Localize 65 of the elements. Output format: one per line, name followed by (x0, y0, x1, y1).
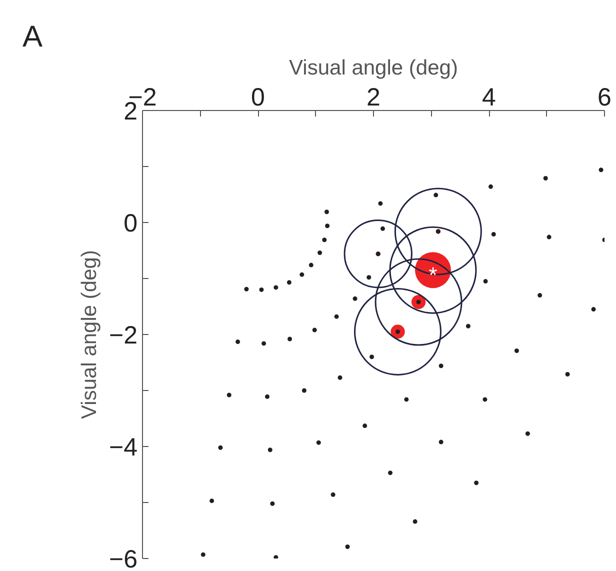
point (404, 397, 409, 402)
y-tick-label: −4 (108, 434, 138, 462)
point (388, 470, 392, 476)
point (334, 314, 339, 319)
point (302, 388, 306, 393)
point (300, 272, 304, 277)
x-tick-label: 4 (482, 84, 496, 112)
point (322, 238, 327, 242)
point (362, 424, 368, 428)
point (352, 296, 358, 301)
point (488, 184, 493, 189)
text: A (22, 20, 43, 54)
point (262, 341, 266, 346)
x-tick-label: 0 (251, 84, 265, 112)
point (380, 226, 385, 231)
point (200, 552, 206, 557)
point (565, 372, 570, 377)
point (483, 279, 488, 284)
point (482, 397, 488, 402)
point (338, 375, 342, 380)
point (324, 210, 329, 214)
point (268, 448, 272, 452)
point (236, 340, 240, 344)
point (434, 192, 438, 198)
point (438, 440, 444, 444)
point (598, 168, 604, 172)
point (286, 280, 292, 285)
x-tick-label: 6 (598, 84, 612, 112)
point (316, 440, 321, 445)
point (274, 285, 278, 290)
point (330, 492, 336, 497)
point (474, 480, 479, 486)
y-axis-title: Visual angle (deg) (78, 250, 101, 419)
point (378, 201, 383, 206)
point (525, 431, 530, 436)
x-axis-title: Visual angle (deg) (289, 56, 458, 80)
point (288, 336, 292, 342)
point (270, 501, 275, 506)
point (438, 364, 444, 368)
point (366, 275, 372, 280)
point (318, 250, 322, 255)
point (546, 234, 552, 240)
y-tick-label: −2 (108, 322, 138, 350)
point (370, 354, 374, 360)
point (226, 392, 232, 398)
point (308, 262, 314, 268)
point (274, 555, 278, 558)
point (514, 348, 519, 353)
x-tick-label: 2 (366, 84, 380, 112)
point (466, 324, 470, 328)
point (591, 307, 596, 312)
point (412, 519, 418, 524)
y-tick-label: −6 (108, 546, 138, 571)
point (491, 232, 496, 237)
point (538, 293, 542, 298)
point (345, 544, 350, 549)
point (218, 445, 223, 450)
y-tick-label: 0 (124, 210, 138, 238)
point (259, 287, 264, 292)
point (325, 224, 330, 228)
point (210, 498, 214, 504)
point (543, 176, 548, 181)
point (264, 394, 270, 399)
point (312, 328, 317, 332)
point (244, 286, 249, 292)
